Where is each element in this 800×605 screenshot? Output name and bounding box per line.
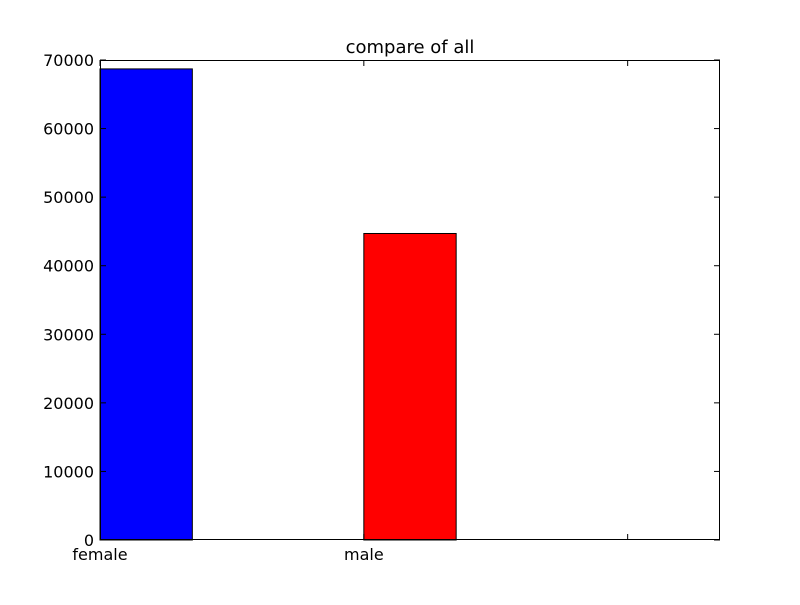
chart-title: compare of all xyxy=(346,37,475,58)
plot-frame xyxy=(100,60,720,540)
bars-group xyxy=(99,68,457,541)
bar-male xyxy=(363,232,457,541)
x-axis-ticks: female male xyxy=(72,60,629,564)
y-tick-label: 20000 xyxy=(43,394,94,413)
y-axis-ticks: 0 10000 20000 30000 40000 50000 60000 70000 xyxy=(43,51,720,550)
y-tick-label: 50000 xyxy=(43,188,94,207)
y-tick-label: 60000 xyxy=(43,120,94,139)
x-tick-label-female: female xyxy=(72,545,127,564)
x-tick-label-male: male xyxy=(344,545,384,564)
y-tick-label: 0 xyxy=(84,531,94,550)
y-tick-label: 70000 xyxy=(43,51,94,70)
y-tick-label: 30000 xyxy=(43,325,94,344)
bar-female xyxy=(99,68,193,541)
y-tick-label: 40000 xyxy=(43,257,94,276)
y-tick-label: 10000 xyxy=(43,462,94,481)
